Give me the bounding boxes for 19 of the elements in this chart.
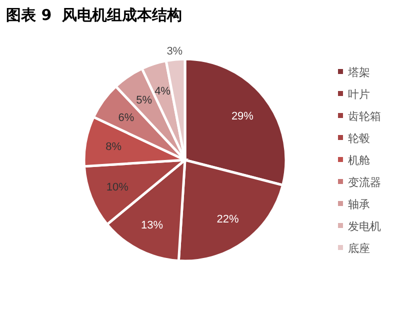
data-label: 29% xyxy=(231,110,254,122)
data-label: 4% xyxy=(154,86,171,98)
legend-label: 机舱 xyxy=(348,154,370,167)
data-label: 13% xyxy=(140,220,164,232)
chart-title: 图表 9 风电机组成本结构 xyxy=(6,6,182,24)
data-label: 3% xyxy=(166,45,183,58)
data-label: 5% xyxy=(136,94,152,107)
legend-label: 变流器 xyxy=(348,176,381,189)
data-label: 22% xyxy=(216,214,239,226)
data-label: 10% xyxy=(106,182,129,194)
legend-label: 发电机 xyxy=(348,220,381,233)
legend-label: 叶片 xyxy=(348,88,370,101)
legend-label: 底座 xyxy=(348,242,370,255)
legend-label: 轴承 xyxy=(348,198,370,211)
legend-label: 齿轮箱 xyxy=(348,110,381,123)
data-label: 6% xyxy=(118,112,134,124)
legend-label: 轮毂 xyxy=(348,132,370,145)
legend-label: 塔架 xyxy=(347,66,370,79)
data-label: 8% xyxy=(106,141,122,154)
